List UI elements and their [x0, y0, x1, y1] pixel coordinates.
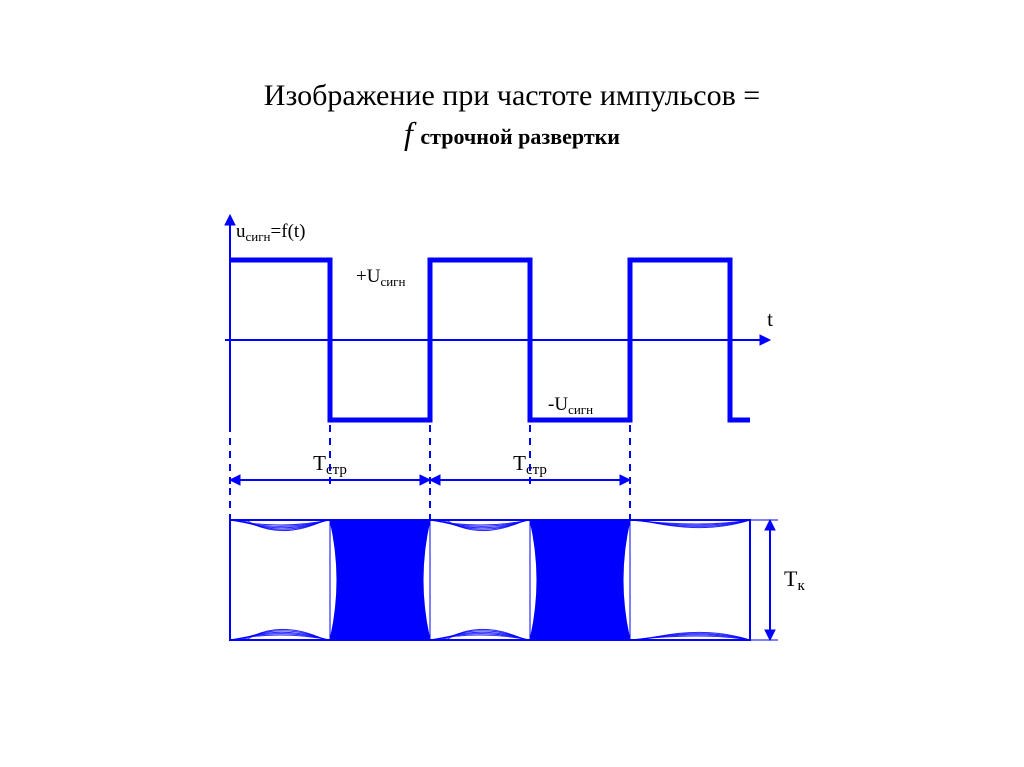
svg-text:uсигн=f(t): uсигн=f(t) — [236, 221, 306, 244]
signal-diagram: uсигн=f(t)t+Uсигн-UсигнТстрТстрТк — [190, 200, 850, 680]
title-line1: Изображение при частоте импульсов = — [264, 79, 760, 112]
svg-text:+Uсигн: +Uсигн — [356, 266, 405, 289]
svg-text:t: t — [767, 307, 773, 331]
svg-text:Тк: Тк — [784, 566, 805, 594]
title-f: f — [404, 115, 413, 151]
slide-title: Изображение при частоте импульсов = f ст… — [0, 78, 1024, 153]
svg-text:-Uсигн: -Uсигн — [548, 394, 593, 417]
title-sub: строчной развертки — [420, 124, 620, 149]
